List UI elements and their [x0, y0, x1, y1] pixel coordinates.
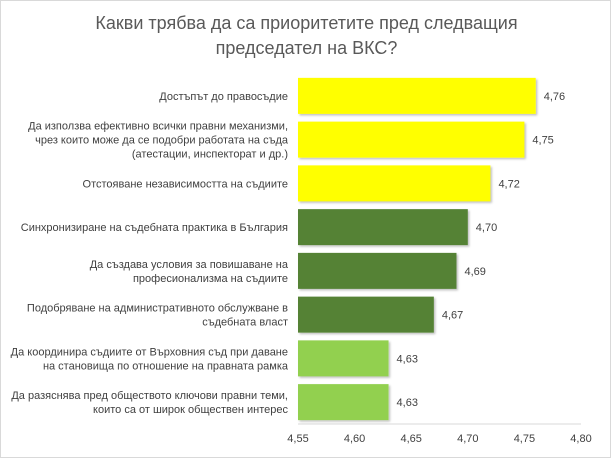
bar — [298, 296, 434, 333]
data-label: 4,69 — [464, 266, 485, 278]
category-label: Да разяснява пред обществото ключови пра… — [11, 390, 288, 416]
x-tick-label: 4,65 — [400, 433, 421, 445]
category-label-line: Подобряване на административното обслужв… — [27, 303, 288, 315]
data-label: 4,63 — [397, 397, 418, 409]
category-label: Да използва ефективно всички правни меха… — [28, 121, 289, 161]
category-label: Да координира съдиите от Върховния съд п… — [11, 346, 289, 372]
category-label-line: Синхронизиране на съдебната практика в Б… — [21, 222, 288, 234]
category-label-line: професионализма на съдиите — [133, 273, 288, 285]
bar — [298, 252, 457, 289]
x-tick-label: 4,80 — [570, 433, 591, 445]
bar — [298, 209, 468, 246]
bar — [298, 165, 491, 202]
chart-title-line-1: Какви трябва да са приоритетите пред сле… — [95, 13, 518, 33]
data-label: 4,67 — [442, 310, 463, 322]
category-label: Отстояване независимостта на съдиите — [83, 178, 288, 190]
x-tick-label: 4,70 — [457, 433, 478, 445]
category-label-line: Да разяснява пред обществото ключови пра… — [11, 390, 288, 402]
category-label-line: на становища по отношение на правната ра… — [43, 360, 289, 372]
chart-title: Какви трябва да са приоритетите пред сле… — [1, 11, 611, 61]
data-label: 4,63 — [397, 353, 418, 365]
category-label-line: Да използва ефективно всички правни меха… — [28, 121, 288, 133]
category-label: Синхронизиране на съдебната практика в Б… — [21, 222, 288, 234]
x-tick-label: 4,75 — [514, 433, 535, 445]
data-label: 4,70 — [476, 222, 497, 234]
category-label: Подобряване на административното обслужв… — [27, 303, 288, 329]
category-label-line: Достъпът до правосъдие — [159, 91, 288, 103]
category-label: Достъпът до правосъдие — [159, 91, 288, 103]
bar — [298, 77, 536, 114]
category-label: Да създава условия за повишаване на профе… — [90, 259, 289, 285]
bar — [298, 340, 389, 377]
category-label-line: съдебната власт — [202, 317, 288, 329]
category-label-line: Отстояване независимостта на съдиите — [83, 178, 288, 190]
category-label-line: Да създава условия за повишаване на — [90, 259, 289, 271]
bar — [298, 121, 525, 158]
category-label-line: които са от широк обществен интерес — [93, 404, 288, 416]
x-tick-label: 4,60 — [344, 433, 365, 445]
data-label: 4,72 — [498, 178, 519, 190]
data-label: 4,76 — [544, 91, 565, 103]
category-label-line: чрез които може да се подобри работата н… — [35, 135, 289, 147]
x-tick-label: 4,55 — [287, 433, 308, 445]
data-label: 4,75 — [532, 135, 553, 147]
chart-title-line-2: председател на ВКС? — [215, 38, 398, 58]
bar — [298, 384, 389, 421]
category-label-line: Да координира съдиите от Върховния съд п… — [11, 346, 288, 358]
category-label-line: (атестации, инспекторат и др.) — [132, 149, 288, 161]
